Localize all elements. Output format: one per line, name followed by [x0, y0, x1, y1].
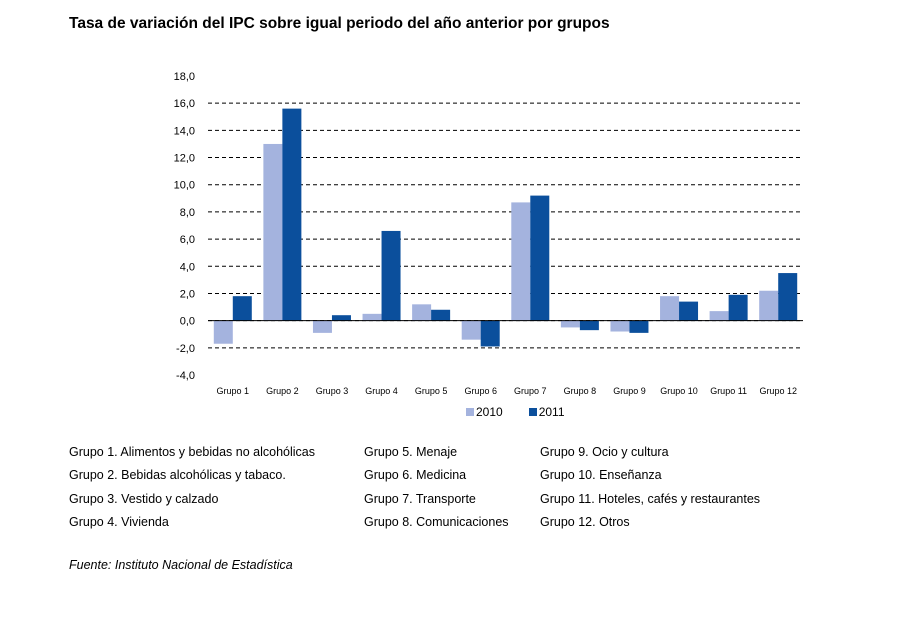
- group-description: Grupo 7. Transporte: [364, 491, 476, 506]
- x-tick-label: Grupo 3: [316, 386, 349, 396]
- group-description: Grupo 1. Alimentos y bebidas no alcohóli…: [69, 445, 315, 459]
- legend-swatch-2010: [466, 408, 474, 416]
- bar-2011: [480, 320, 500, 347]
- gridlines: [208, 102, 803, 349]
- group-description: Grupo 3. Vestido y calzado: [69, 491, 219, 506]
- bar-chart: 18,0 16,0 14,0 12,0 10,0 8,0 6,0 4,0 2,0 0,0 -2,0 -…: [174, 71, 803, 396]
- y-tick-label: 16,0: [174, 98, 195, 110]
- y-tick-label: -2,0: [176, 343, 195, 355]
- bar-2010: [312, 320, 332, 333]
- y-tick-label: 6,0: [180, 234, 195, 246]
- y-tick-label: 12,0: [174, 153, 195, 165]
- bar-2010: [511, 202, 531, 321]
- x-tick-label: Grupo 6: [464, 386, 497, 396]
- group-column-3: Grupo 9. Ocio y cultura Grupo 10. Enseña…: [540, 445, 760, 538]
- x-tick-label: Grupo 1: [217, 386, 250, 396]
- bar-2010: [362, 313, 382, 321]
- group-description: Grupo 4. Vivienda: [69, 514, 169, 529]
- group-column-1: Grupo 1. Alimentos y bebidas no alcohóli…: [69, 445, 315, 538]
- legend-item-2011: 2011: [528, 405, 565, 419]
- bar-2010: [461, 320, 481, 340]
- bar-2011: [282, 108, 302, 321]
- y-tick-label: 4,0: [180, 261, 195, 273]
- bar-2011: [530, 195, 550, 321]
- legend-item-2010: 2010: [466, 405, 503, 419]
- bar-2010: [759, 290, 779, 321]
- bar-2010: [213, 320, 233, 344]
- bar-2010: [263, 143, 283, 321]
- bar-2011: [431, 309, 451, 321]
- x-tick-label: Grupo 5: [415, 386, 448, 396]
- group-description: Grupo 2. Bebidas alcohólicas y tabaco.: [69, 468, 286, 483]
- x-tick-label: Grupo 9: [613, 386, 646, 396]
- legend-label-2011: 2011: [538, 405, 565, 419]
- x-tick-label: Grupo 10: [660, 386, 698, 396]
- y-tick-label: 0,0: [180, 316, 195, 328]
- y-tick-label: 10,0: [174, 180, 195, 192]
- bar-2011: [778, 273, 798, 321]
- group-column-2: Grupo 5. Menaje Grupo 6. Medicina Grupo …: [364, 445, 509, 538]
- group-description: Grupo 10. Enseñanza: [540, 468, 662, 483]
- y-tick-label: -4,0: [176, 370, 195, 382]
- bar-2010: [560, 320, 580, 328]
- bar-2011: [331, 315, 351, 321]
- x-tick-label: Grupo 2: [266, 386, 299, 396]
- bar-2011: [629, 320, 649, 333]
- bar-2011: [381, 230, 401, 321]
- bar-2011: [679, 301, 699, 321]
- bar-2011: [232, 296, 252, 321]
- y-tick-label: 2,0: [180, 288, 195, 300]
- bar-2011: [728, 294, 748, 321]
- bar-2010: [610, 320, 630, 332]
- bar-2010: [412, 304, 432, 321]
- legend-label-2010: 2010: [476, 405, 503, 419]
- x-tick-label: Grupo 8: [564, 386, 597, 396]
- bar-2011: [579, 320, 599, 331]
- y-tick-label: 18,0: [174, 71, 195, 83]
- y-tick-label: 14,0: [174, 125, 195, 137]
- chart-title: Tasa de variación del IPC sobre igual pe…: [69, 15, 610, 32]
- axes: 18,0 16,0 14,0 12,0 10,0 8,0 6,0 4,0 2,0 0,0 -2,0 -…: [174, 71, 803, 396]
- group-description: Grupo 6. Medicina: [364, 468, 467, 483]
- group-description: Grupo 12. Otros: [540, 514, 630, 529]
- x-tick-label: Grupo 4: [365, 386, 398, 396]
- group-description: Grupo 9. Ocio y cultura: [540, 445, 669, 459]
- x-tick-label: Grupo 7: [514, 386, 547, 396]
- y-tick-label: 8,0: [180, 207, 195, 219]
- x-tick-label: Grupo 11: [710, 386, 747, 396]
- bar-2010: [660, 296, 680, 321]
- bars: [213, 108, 798, 347]
- legend-swatch-2011: [528, 408, 537, 416]
- chart-legend: 2010 2011: [466, 405, 591, 419]
- group-description: Grupo 5. Menaje: [364, 445, 458, 459]
- bar-2010: [709, 311, 729, 321]
- source-note: Fuente: Instituto Nacional de Estadístic…: [69, 558, 293, 572]
- group-description: Grupo 11. Hoteles, cafés y restaurantes: [540, 491, 761, 506]
- group-description: Grupo 8. Comunicaciones: [364, 514, 509, 529]
- x-tick-label: Grupo 12: [759, 386, 797, 396]
